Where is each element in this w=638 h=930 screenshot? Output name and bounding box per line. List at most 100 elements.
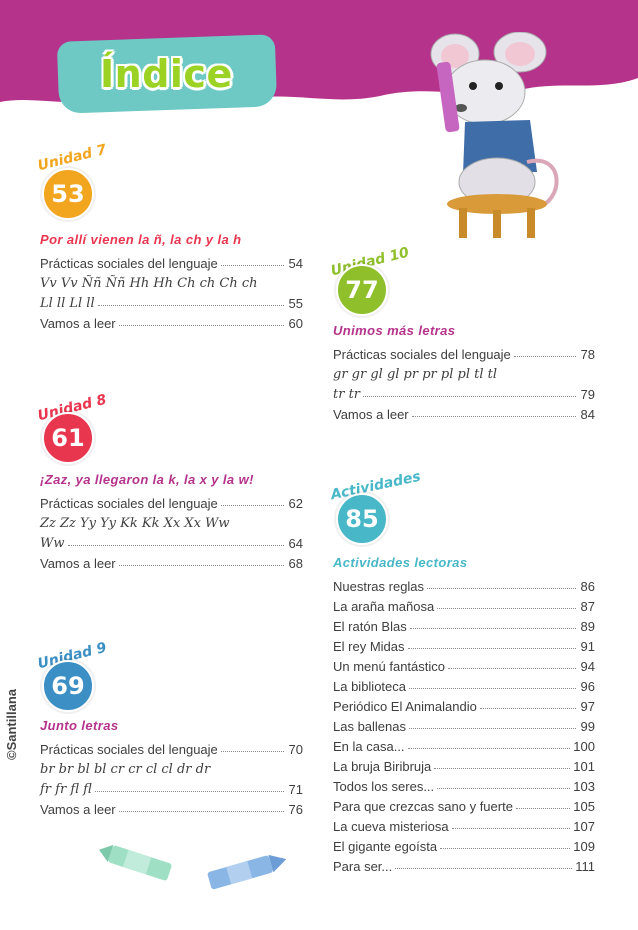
entry-title: Todos los seres... [333, 779, 435, 794]
toc-entry: gr gr gl gl pr pr pl pl tl tl [333, 362, 595, 382]
entry-page: 84 [580, 407, 595, 422]
toc-entry[interactable]: tr tr 79 [333, 382, 595, 402]
toc-entry[interactable]: La cueva misteriosa 107 [333, 814, 595, 834]
toc-entry[interactable]: Prácticas sociales del lenguaje 78 [333, 342, 595, 362]
entry-title: Prácticas sociales del lenguaje [40, 256, 218, 271]
toc-entry[interactable]: En la casa... 100 [333, 734, 595, 754]
activities-section: Actividades lectoras Nuestras reglas 86 La… [333, 555, 595, 874]
unit-10-section: Unimos más letras Prácticas sociales del… [333, 323, 595, 422]
entry-title: La bruja Biribruja [333, 759, 432, 774]
toc-entry[interactable]: fr fr fl fl 71 [40, 777, 303, 797]
unit-7-heading: Por allí vienen la ñ, la ch y la h [40, 232, 242, 247]
entry-page: 97 [580, 699, 595, 714]
entry-title: Vamos a leer [40, 802, 116, 817]
entry-page: 64 [288, 536, 303, 551]
entry-page: 70 [288, 742, 303, 757]
entry-page: 109 [573, 839, 595, 854]
entry-title: Zz Zz Yy Yy Kk Kk Xx Xx Ww [40, 516, 230, 531]
toc-entry[interactable]: Las ballenas 99 [333, 714, 595, 734]
entry-page: 71 [288, 782, 303, 797]
entry-title: Periódico El Animalandio [333, 699, 477, 714]
entry-title: Para que crezcas sano y fuerte [333, 799, 513, 814]
toc-entry[interactable]: Un menú fantástico 94 [333, 654, 595, 674]
toc-entry[interactable]: Nuestras reglas 86 [333, 574, 595, 594]
entry-page: 103 [573, 779, 595, 794]
entry-page: 79 [580, 387, 595, 402]
toc-entry[interactable]: La biblioteca 96 [333, 674, 595, 694]
toc-entry: Vv Vv Ññ Ññ Hh Hh Ch ch Ch ch [40, 271, 303, 291]
entry-title: Vamos a leer [333, 407, 409, 422]
entry-title: Prácticas sociales del lenguaje [40, 496, 218, 511]
entry-page: 91 [580, 639, 595, 654]
entry-title: Nuestras reglas [333, 579, 425, 594]
activities-list: Nuestras reglas 86 La araña mañosa 87 El rat… [333, 574, 595, 874]
toc-entry[interactable]: Prácticas sociales del lenguaje 54 [40, 251, 303, 271]
entry-title: En la casa... [333, 739, 405, 754]
toc-entry[interactable]: Vamos a leer 60 [40, 311, 303, 331]
unit-8-heading: ¡Zaz, ya llegaron la k, la x y la w! [40, 472, 254, 487]
toc-entry[interactable]: Todos los seres... 103 [333, 774, 595, 794]
unit-10-heading: Unimos más letras [333, 323, 456, 338]
toc-entry[interactable]: Para que crezcas sano y fuerte 105 [333, 794, 595, 814]
entry-title: Vamos a leer [40, 556, 116, 571]
entry-page: 86 [580, 579, 595, 594]
toc-entry[interactable]: Vamos a leer 84 [333, 402, 595, 422]
toc-entry[interactable]: Vamos a leer 76 [40, 797, 303, 817]
entry-page: 111 [575, 859, 595, 874]
entry-title: Prácticas sociales del lenguaje [333, 347, 511, 362]
crayon-green-illustration [99, 844, 172, 881]
entry-title: br br bl bl cr cr cl cl dr dr [40, 762, 211, 777]
toc-entry[interactable]: El rey Midas 91 [333, 634, 595, 654]
entry-page: 101 [573, 759, 595, 774]
toc-entry[interactable]: Para ser... 111 [333, 854, 595, 874]
entry-page: 55 [288, 296, 303, 311]
entry-page: 78 [580, 347, 595, 362]
entry-page: 60 [288, 316, 303, 331]
unit-9-section: Junto letras Prácticas sociales del leng… [40, 718, 303, 817]
entry-title: Vamos a leer [40, 316, 116, 331]
entry-title: Ww [40, 536, 65, 551]
toc-entry[interactable]: Periódico El Animalandio 97 [333, 694, 595, 714]
toc-entry[interactable]: La bruja Biribruja 101 [333, 754, 595, 774]
entry-title: El rey Midas [333, 639, 405, 654]
entry-page: 99 [580, 719, 595, 734]
toc-entry[interactable]: Ll ll Ll ll 55 [40, 291, 303, 311]
entry-title: Vv Vv Ññ Ññ Hh Hh Ch ch Ch ch [40, 276, 258, 291]
entry-title: La biblioteca [333, 679, 406, 694]
toc-entry[interactable]: Vamos a leer 68 [40, 551, 303, 571]
toc-entry[interactable]: Ww 64 [40, 531, 303, 551]
unit-10-number-badge: 77 [336, 264, 388, 316]
unit-8-number-badge: 61 [42, 412, 94, 464]
unit-9-number-badge: 69 [42, 660, 94, 712]
entry-page: 89 [580, 619, 595, 634]
toc-entry[interactable]: Prácticas sociales del lenguaje 70 [40, 737, 303, 757]
toc-entry[interactable]: El ratón Blas 89 [333, 614, 595, 634]
entry-title: Un menú fantástico [333, 659, 446, 674]
page-title: Índice [100, 52, 233, 96]
crayon-blue-illustration [207, 854, 287, 890]
entry-title: Para ser... [333, 859, 393, 874]
entry-title: tr tr [333, 387, 361, 402]
entry-page: 68 [288, 556, 303, 571]
entry-page: 54 [288, 256, 303, 271]
copyright-text: ©Santillana [4, 689, 19, 760]
unit-7-section: Por allí vienen la ñ, la ch y la h Práct… [40, 232, 303, 331]
entry-title: El ratón Blas [333, 619, 407, 634]
entry-title: La cueva misteriosa [333, 819, 449, 834]
toc-entry[interactable]: La araña mañosa 87 [333, 594, 595, 614]
toc-entry: Zz Zz Yy Yy Kk Kk Xx Xx Ww [40, 511, 303, 531]
entry-title: La araña mañosa [333, 599, 435, 614]
entry-title: Las ballenas [333, 719, 406, 734]
mouse-illustration [430, 32, 559, 238]
unit-7-number-badge: 53 [42, 168, 94, 220]
entry-page: 100 [573, 739, 595, 754]
activities-number-badge: 85 [336, 493, 388, 545]
entry-title: El gigante egoísta [333, 839, 438, 854]
activities-heading: Actividades lectoras [333, 555, 468, 570]
entry-page: 107 [573, 819, 595, 834]
entry-title: Ll ll Ll ll [40, 296, 95, 311]
entry-page: 94 [580, 659, 595, 674]
toc-entry[interactable]: Prácticas sociales del lenguaje 62 [40, 491, 303, 511]
entry-page: 62 [288, 496, 303, 511]
toc-entry[interactable]: El gigante egoísta 109 [333, 834, 595, 854]
